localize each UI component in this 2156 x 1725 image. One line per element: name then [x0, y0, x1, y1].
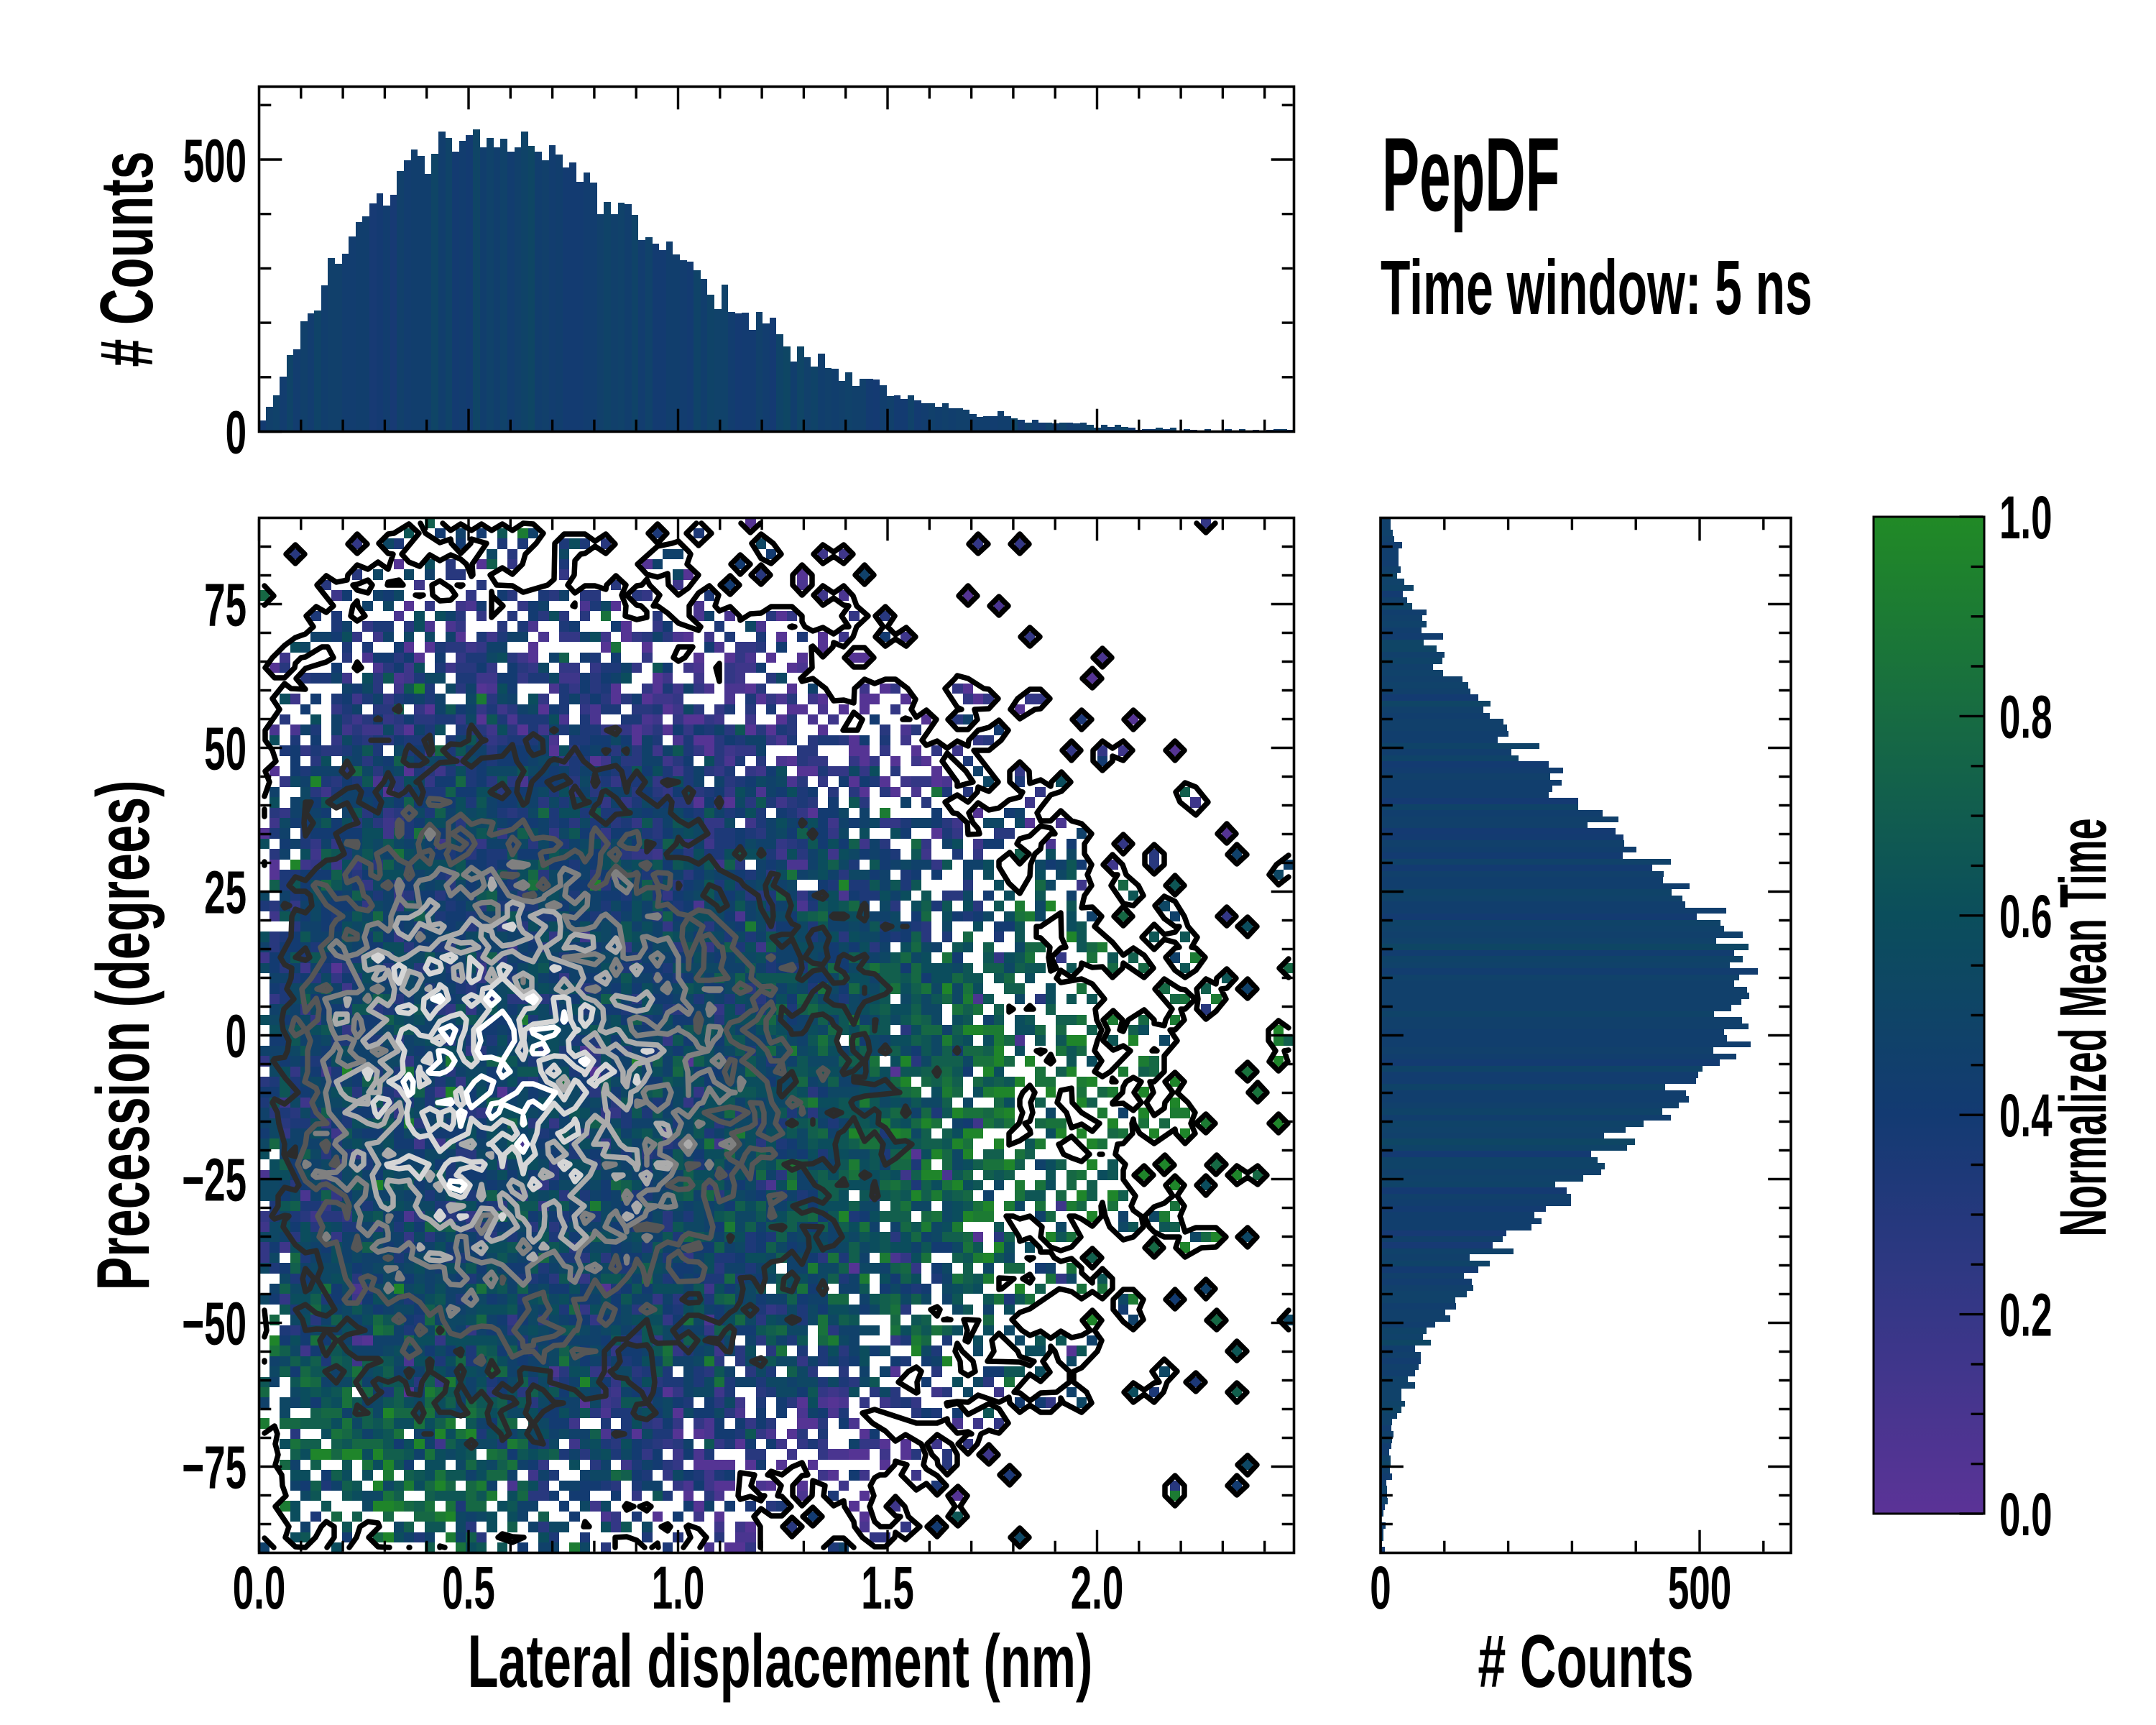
svg-text:75: 75	[204, 571, 247, 639]
svg-text:0.8: 0.8	[1999, 683, 2053, 751]
svg-text:Precession (degrees): Precession (degrees)	[81, 780, 165, 1290]
svg-text:2.0: 2.0	[1071, 1553, 1124, 1622]
svg-text:−25: −25	[182, 1146, 247, 1214]
svg-text:# Counts: # Counts	[85, 151, 168, 367]
svg-text:500: 500	[1668, 1553, 1731, 1622]
svg-text:Normalized Mean Time: Normalized Mean Time	[2046, 818, 2120, 1236]
svg-text:1.0: 1.0	[1999, 483, 2053, 551]
svg-text:0.6: 0.6	[1999, 882, 2053, 950]
svg-text:Lateral displacement (nm): Lateral displacement (nm)	[468, 1619, 1093, 1703]
svg-text:0.4: 0.4	[1999, 1082, 2053, 1150]
svg-text:1.5: 1.5	[861, 1553, 914, 1622]
svg-text:0: 0	[226, 398, 247, 466]
svg-text:−50: −50	[182, 1289, 247, 1358]
svg-text:50: 50	[204, 714, 247, 783]
svg-text:# Counts: # Counts	[1478, 1619, 1693, 1703]
svg-text:0.0: 0.0	[1999, 1480, 2053, 1548]
svg-text:0.0: 0.0	[233, 1553, 286, 1622]
svg-text:PepDF: PepDF	[1382, 116, 1560, 233]
svg-text:Time window: 5 ns: Time window: 5 ns	[1381, 244, 1812, 331]
svg-text:1.0: 1.0	[652, 1553, 705, 1622]
svg-text:25: 25	[204, 858, 247, 926]
svg-text:0: 0	[1370, 1553, 1391, 1622]
svg-text:0.2: 0.2	[1999, 1281, 2053, 1349]
svg-text:0: 0	[226, 1002, 247, 1070]
svg-text:500: 500	[183, 126, 247, 195]
svg-text:−75: −75	[182, 1433, 247, 1501]
svg-text:0.5: 0.5	[442, 1553, 495, 1622]
